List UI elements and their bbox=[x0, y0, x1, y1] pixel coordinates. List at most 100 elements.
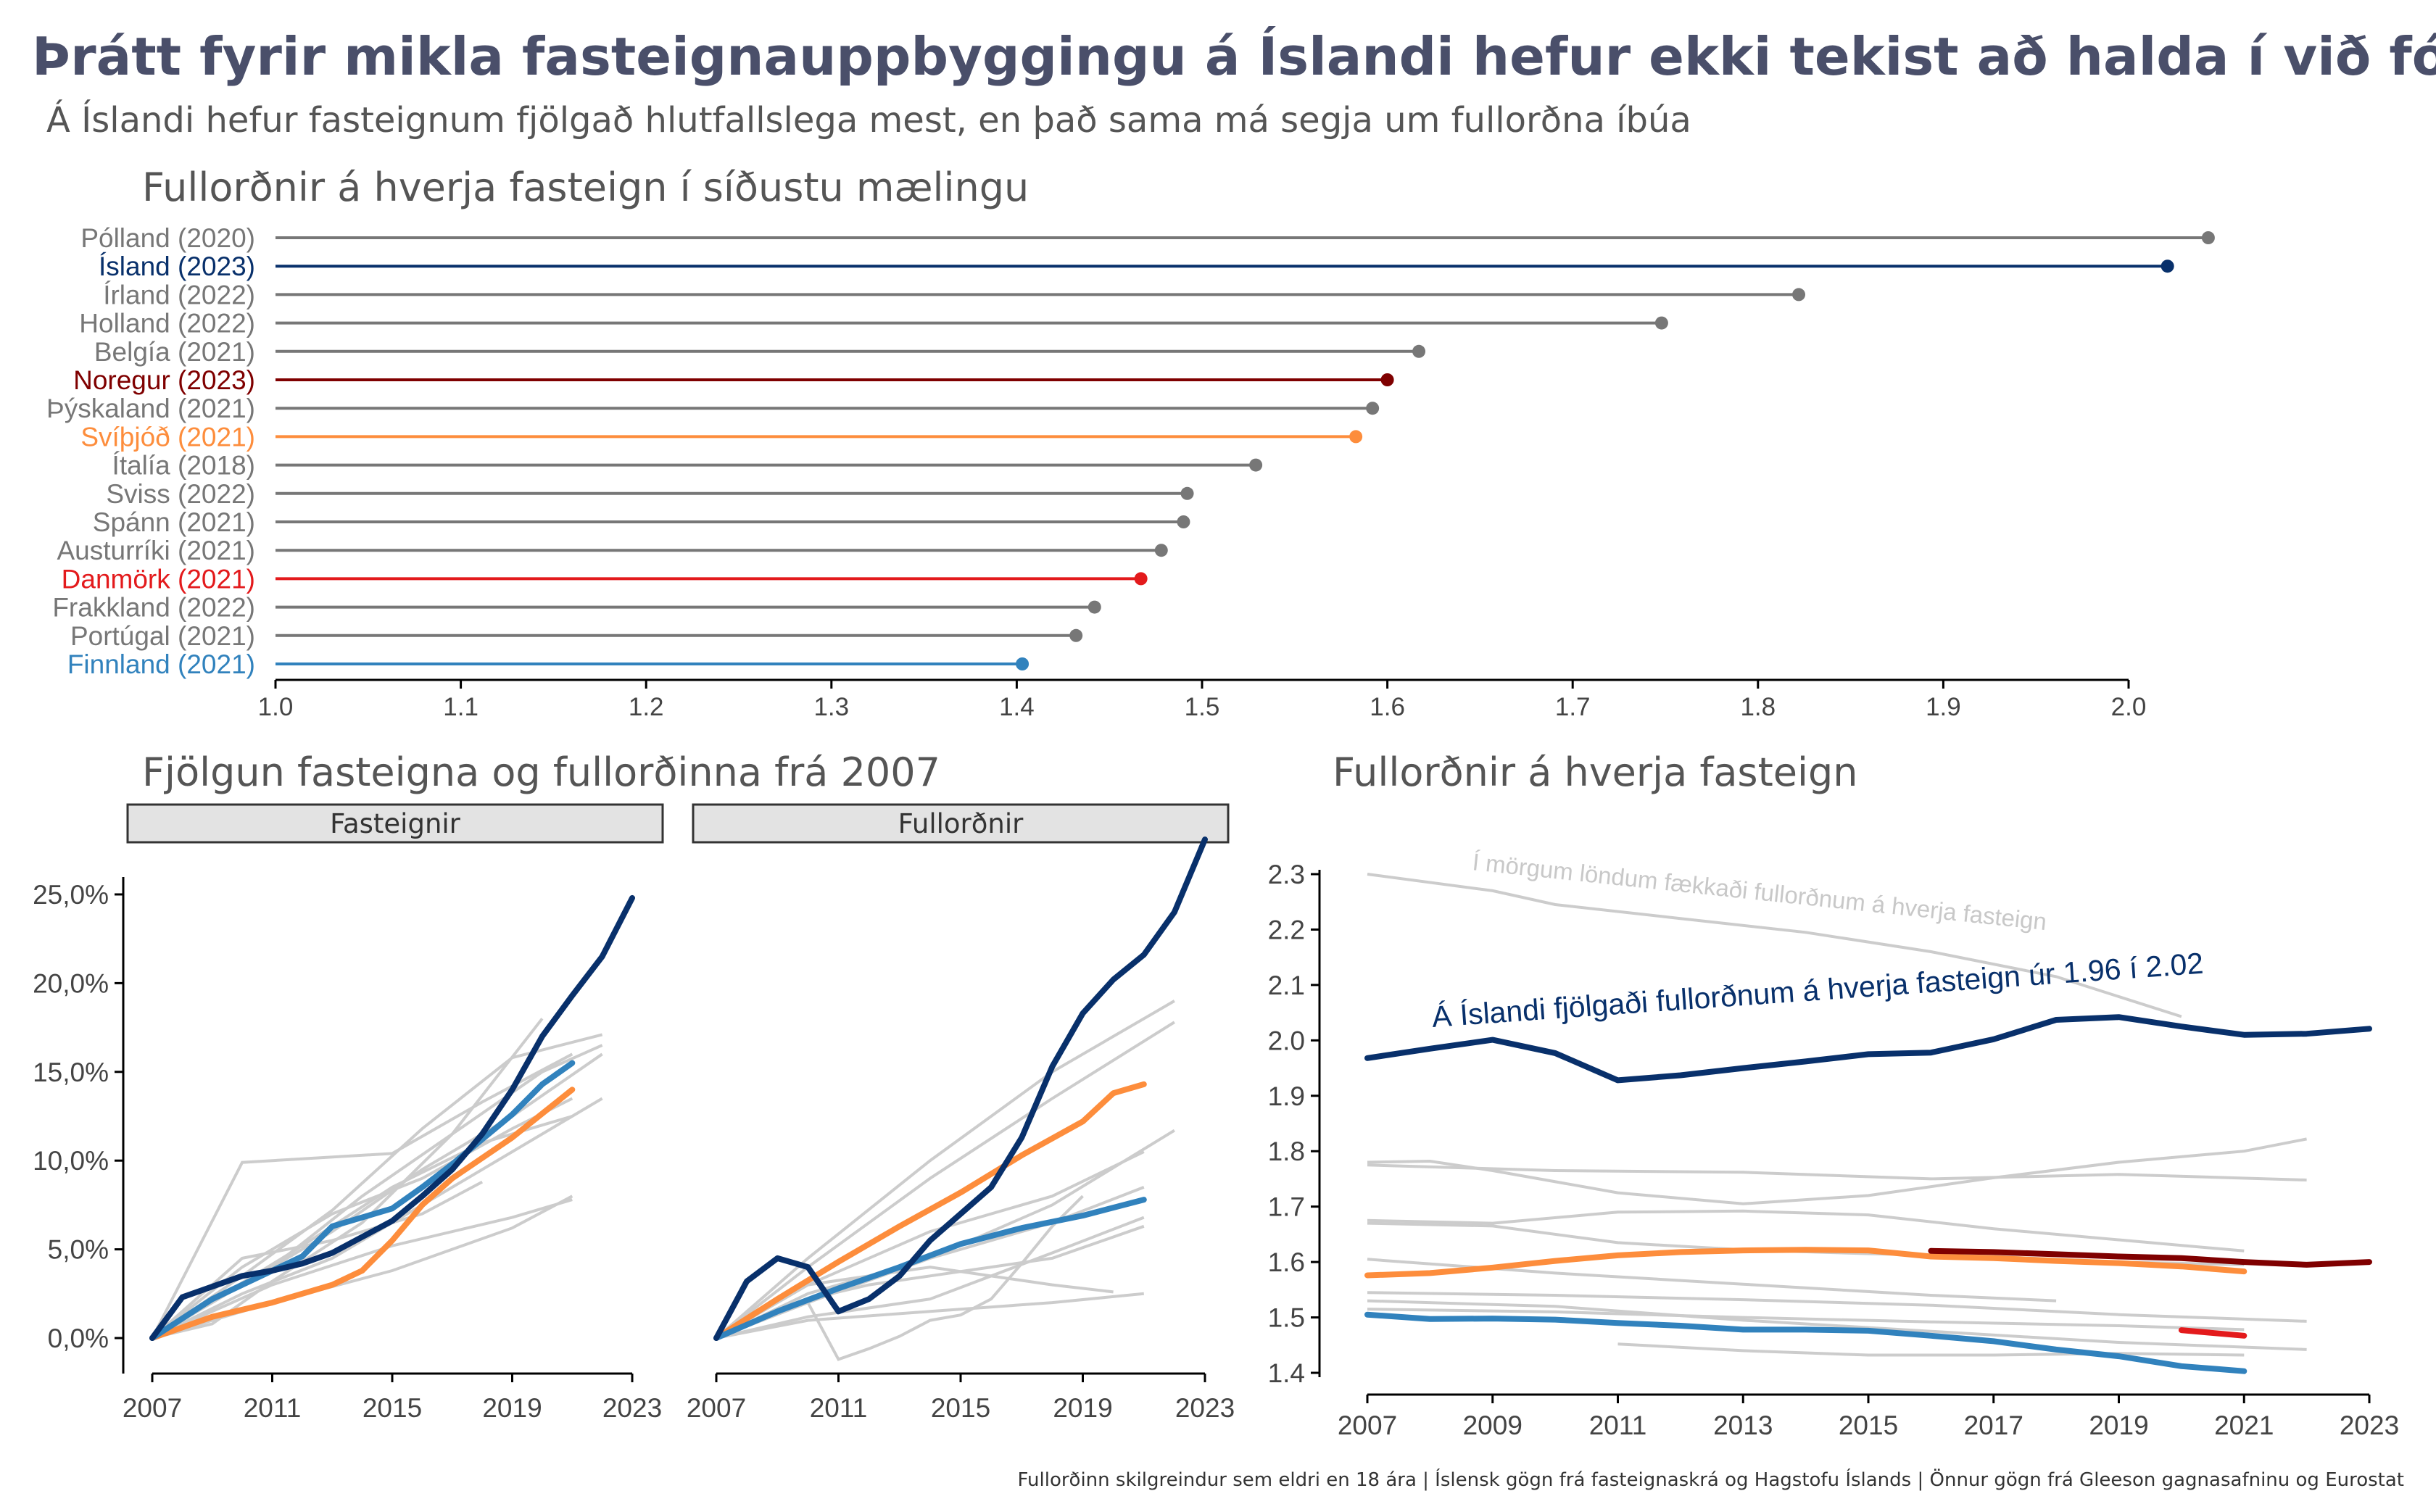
adults-line-finnland bbox=[1364, 1311, 2248, 1374]
category-label-danm-rk-2021: Danmörk (2021) bbox=[62, 564, 255, 594]
category-label-belg-a-2021: Belgía (2021) bbox=[94, 337, 255, 367]
lollipop-marks: Pólland (2020)Ísland (2023)Írland (2022)… bbox=[46, 223, 2215, 721]
x-tick-label: 1.4 bbox=[999, 693, 1035, 721]
x-tick-label: 2015 bbox=[362, 1393, 422, 1423]
x-tick-label: 2011 bbox=[244, 1393, 302, 1423]
category-label-austurr-ki-2021: Austurríki (2021) bbox=[57, 536, 256, 565]
x-tick-label: 2011 bbox=[1589, 1411, 1647, 1440]
lollipop-dot-frakkland-2022 bbox=[1088, 600, 1101, 614]
growth-line-fullor-nir-other bbox=[715, 1000, 1175, 1339]
lollipop-dot-port-gal-2021 bbox=[1069, 628, 1083, 642]
category-label-port-gal-2021: Portúgal (2021) bbox=[70, 621, 255, 651]
x-tick-label: 2017 bbox=[1964, 1411, 2023, 1440]
growth-line-fullor-nir-other bbox=[716, 1292, 1144, 1339]
x-tick-label: 2007 bbox=[123, 1393, 182, 1423]
category-label-skaland-2021: Þýskaland (2021) bbox=[46, 394, 255, 423]
growth-line-fullor-nir-finnland bbox=[713, 1197, 1147, 1341]
adults-per-dwelling-panel: Fullorðnir á hverja fasteign 1.41.51.61.… bbox=[1268, 749, 2400, 1440]
lollipop-dot-belg-a-2021 bbox=[1412, 344, 1426, 358]
category-label-frakkland-2022: Frakkland (2022) bbox=[52, 593, 255, 623]
y-tick-label: 5,0% bbox=[48, 1235, 109, 1265]
y-tick-label: 10,0% bbox=[33, 1146, 109, 1176]
category-label-sland-2023: Ísland (2023) bbox=[99, 252, 255, 281]
y-tick-label: 1.5 bbox=[1268, 1303, 1305, 1333]
y-tick-label: 1.9 bbox=[1268, 1081, 1305, 1111]
growth-line-fullor-nir-other bbox=[715, 1266, 1114, 1339]
growth-line-fullor-nir-other bbox=[716, 1195, 1084, 1361]
x-tick-label: 1.9 bbox=[1926, 693, 1961, 721]
strip-label-fasteignir: Fasteignir bbox=[330, 808, 461, 839]
growth-line-fasteignir-other bbox=[152, 1198, 573, 1339]
y-tick-label: 1.8 bbox=[1268, 1137, 1305, 1166]
growth-line-fasteignir-other bbox=[152, 1097, 603, 1339]
y-tick-label: 25,0% bbox=[33, 880, 109, 910]
figure-title: Þrátt fyrir mikla fasteignauppbyggingu á… bbox=[32, 26, 2436, 87]
adults-line-other bbox=[1367, 1137, 2307, 1205]
adults-line-other bbox=[1367, 1209, 2245, 1253]
lollipop-dot-p-lland-2020 bbox=[2201, 231, 2215, 244]
growth-line-fullor-nir-sland bbox=[713, 836, 1208, 1341]
adults-per-dwelling-marks: 1.4 1.5 1.6 1.7 1.8 1.9 2.0 2.1 2.2 2.3 2007 2009 20… bbox=[1268, 848, 2400, 1440]
lollipop-dot-holland-2022 bbox=[1654, 316, 1668, 330]
growth-line-fasteignir-other bbox=[151, 1052, 573, 1339]
lollipop-dot-noregur-2023 bbox=[1380, 373, 1394, 386]
lollipop-dot-skaland-2021 bbox=[1366, 402, 1380, 415]
x-tick-label: 2019 bbox=[2089, 1411, 2148, 1440]
lollipop-panel: Fullorðnir á hverja fasteign í síðustu m… bbox=[46, 165, 2215, 721]
strip-fullor-nir bbox=[692, 803, 1230, 844]
growth-line-fasteignir-other bbox=[151, 1033, 603, 1339]
figure-subtitle: Á Íslandi hefur fasteignum fjölgað hlutf… bbox=[46, 99, 1691, 141]
category-label-noregur-2023: Noregur (2023) bbox=[73, 365, 255, 395]
growth-line-fasteignir-sland bbox=[149, 894, 635, 1341]
growth-line-fullor-nir-other bbox=[716, 1216, 1145, 1339]
annotation-decline: Í mörgum löndum fækkaði fullorðnum á hve… bbox=[1471, 848, 2048, 935]
x-tick-label: 2015 bbox=[931, 1393, 990, 1423]
strip-fasteignir bbox=[126, 803, 664, 844]
facet-strips: Fasteignir Fullorðnir bbox=[126, 803, 1230, 844]
lollipop-dot-austurr-ki-2021 bbox=[1154, 544, 1168, 557]
adults-line-sland bbox=[1364, 1014, 2372, 1084]
lollipop-title: Fullorðnir á hverja fasteign í síðustu m… bbox=[142, 165, 1029, 210]
y-tick-label: 2.1 bbox=[1268, 971, 1305, 1000]
adults-line-other bbox=[1367, 1299, 2307, 1351]
y-tick-label: 2.3 bbox=[1268, 860, 1305, 889]
adults-line-danm-rk bbox=[2178, 1327, 2248, 1339]
lollipop-dot-sv-j-2021 bbox=[1349, 430, 1363, 444]
x-tick-label: 2019 bbox=[1053, 1393, 1112, 1423]
category-label-p-lland-2020: Pólland (2020) bbox=[80, 223, 255, 253]
lollipop-dot-tal-a-2018 bbox=[1249, 458, 1263, 472]
adults-line-other bbox=[1367, 1291, 2307, 1323]
y-tick-label: 0,0% bbox=[48, 1324, 109, 1353]
adults-per-dwelling-title: Fullorðnir á hverja fasteign bbox=[1333, 749, 1857, 795]
lollipop-dot-sviss-2022 bbox=[1180, 486, 1194, 500]
x-tick-label: 2023 bbox=[2340, 1411, 2399, 1440]
adults-line-sv-j bbox=[1364, 1247, 2248, 1279]
x-tick-label: 1.7 bbox=[1555, 693, 1591, 721]
x-tick-label: 2013 bbox=[1713, 1411, 1773, 1440]
lollipop-dot-sland-2023 bbox=[2160, 259, 2174, 273]
category-label-finnland-2021: Finnland (2021) bbox=[67, 649, 255, 679]
x-tick-label: 1.1 bbox=[443, 693, 478, 721]
x-tick-label: 2021 bbox=[2214, 1411, 2274, 1440]
category-label-sp-nn-2021: Spánn (2021) bbox=[93, 507, 255, 537]
category-label-sv-j-2021: Svíþjóð (2021) bbox=[80, 422, 255, 452]
x-tick-label: 2011 bbox=[810, 1393, 868, 1423]
lollipop-dot-rland-2022 bbox=[1792, 288, 1806, 302]
x-tick-label: 2007 bbox=[1338, 1411, 1397, 1440]
growth-line-fullor-nir-sv-j bbox=[713, 1081, 1147, 1341]
y-tick-label: 20,0% bbox=[33, 968, 109, 998]
x-tick-label: 2.0 bbox=[2111, 693, 2147, 721]
x-tick-label: 2023 bbox=[602, 1393, 662, 1423]
x-tick-label: 2015 bbox=[1839, 1411, 1898, 1440]
growth-line-fasteignir-other bbox=[151, 1115, 573, 1339]
growth-panel: Fjölgun fasteigna og fullorðinna frá 200… bbox=[33, 749, 1235, 1423]
category-label-sviss-2022: Sviss (2022) bbox=[106, 479, 255, 509]
category-label-rland-2022: Írland (2022) bbox=[103, 280, 255, 310]
x-tick-label: 2023 bbox=[1175, 1393, 1235, 1423]
y-tick-label: 1.4 bbox=[1268, 1358, 1305, 1388]
lollipop-dot-danm-rk-2021 bbox=[1134, 572, 1148, 586]
category-label-tal-a-2018: Ítalía (2018) bbox=[112, 451, 255, 481]
x-tick-label: 1.8 bbox=[1740, 693, 1776, 721]
strip-label-fullor-nir: Fullorðnir bbox=[898, 808, 1024, 839]
